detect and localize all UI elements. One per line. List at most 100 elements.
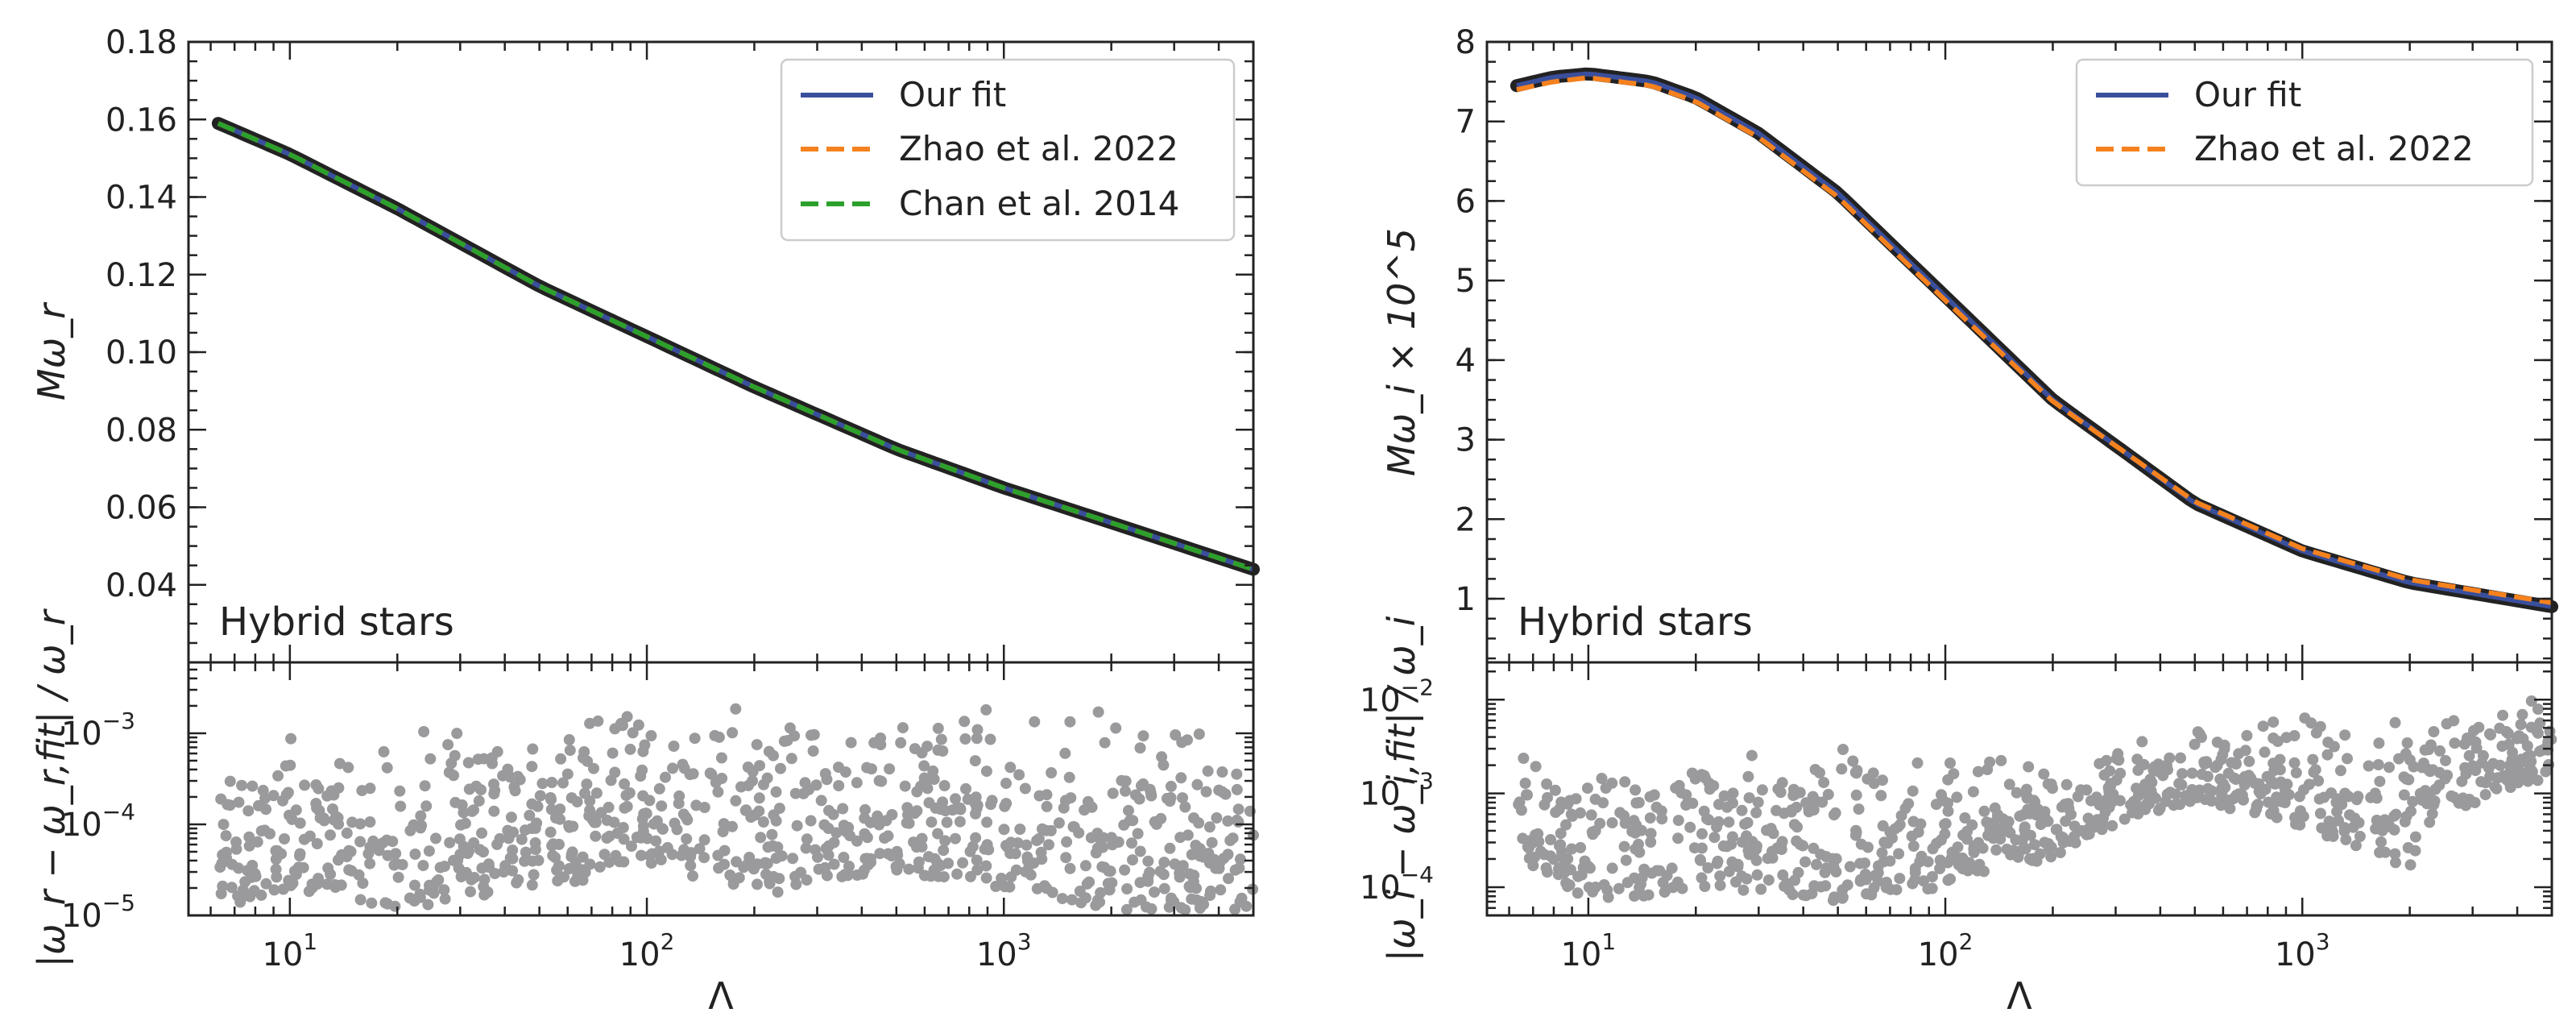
right-bottom-ylabel: |ω_i − ω_i,fit| / ω_i	[1380, 616, 1424, 961]
residual-point	[2281, 778, 2293, 791]
residual-point	[1555, 828, 1567, 840]
residual-point	[784, 722, 796, 734]
residual-point	[927, 765, 939, 777]
residual-point	[2456, 775, 2468, 787]
residual-point	[463, 845, 474, 857]
residual-point	[667, 762, 678, 774]
residual-point	[1968, 862, 1980, 874]
residual-point	[2198, 756, 2210, 768]
residual-point	[645, 730, 657, 741]
residual-point	[2238, 794, 2249, 806]
residual-point	[678, 762, 690, 774]
residual-point	[545, 792, 557, 803]
residual-point	[2390, 808, 2402, 820]
residual-point	[1183, 881, 1195, 892]
residual-point	[434, 861, 446, 874]
residual-point	[2473, 721, 2485, 733]
residual-point	[1723, 816, 1735, 828]
residual-point	[1000, 778, 1012, 790]
residual-point	[2318, 791, 2330, 803]
residual-point	[1730, 876, 1741, 888]
residual-point	[364, 841, 376, 853]
residual-point	[1776, 836, 1788, 848]
residual-point	[823, 804, 835, 816]
residual-point	[621, 711, 633, 723]
residual-point	[526, 879, 538, 891]
residual-point	[941, 816, 953, 828]
residual-point	[1885, 883, 1896, 895]
residual-point	[1742, 770, 1754, 782]
residual-point	[1746, 749, 1758, 761]
residual-point	[2103, 801, 2115, 813]
residual-point	[2021, 783, 2032, 795]
residual-point	[797, 787, 810, 799]
residual-point	[899, 780, 911, 792]
residual-point	[277, 795, 288, 807]
residual-point	[528, 869, 540, 881]
residual-point	[2051, 824, 2063, 836]
y-tick-label: 0.06	[106, 490, 177, 527]
residual-point	[2393, 753, 2404, 765]
left-top-yticks: 0.04 0.06 0.08 0.10 0.12 0.14 0.16 0.18	[106, 24, 1253, 664]
residual-point	[329, 879, 341, 890]
residual-point	[694, 843, 706, 855]
residual-point	[2353, 817, 2365, 828]
residual-point	[545, 803, 557, 815]
residual-point	[640, 807, 652, 820]
residual-point	[2333, 815, 2344, 827]
right-bottom-xlabel: Λ	[2007, 974, 2032, 1018]
residual-point	[2314, 807, 2326, 820]
residual-point	[1859, 857, 1870, 869]
residual-point	[656, 800, 668, 812]
residual-point	[1202, 765, 1214, 777]
residual-point	[1563, 795, 1576, 807]
y-tick-exponent: −4	[102, 799, 135, 825]
residual-point	[246, 860, 259, 871]
residual-point	[333, 757, 346, 770]
residual-point	[2288, 757, 2301, 769]
residual-point	[1808, 804, 1820, 815]
right-bottom-panel: 10−410−310−2 101 102 103 Λ |ω_i − ω_i,fit|…	[1360, 616, 2557, 1018]
residual-point	[895, 737, 907, 749]
residual-point	[545, 826, 557, 838]
right-top-curves	[1510, 67, 2558, 613]
residual-point	[284, 759, 296, 771]
residual-point	[1944, 757, 1956, 769]
residual-point	[1714, 870, 1726, 882]
residual-point	[753, 792, 765, 804]
residual-point	[873, 774, 885, 786]
residual-point	[218, 850, 230, 862]
residual-point	[512, 874, 524, 886]
residual-point	[2507, 746, 2519, 758]
residual-point	[1741, 873, 1753, 885]
residual-point	[939, 835, 951, 847]
residual-point	[655, 853, 667, 865]
residual-point	[1853, 803, 1865, 815]
right-bottom-points	[1513, 695, 2557, 907]
residual-point	[2328, 741, 2340, 753]
residual-point	[2428, 726, 2440, 737]
residual-point	[773, 873, 785, 885]
residual-point	[1090, 847, 1102, 859]
residual-point	[1750, 807, 1762, 819]
residual-point	[632, 719, 644, 731]
residual-point	[2101, 754, 2112, 766]
residual-point	[488, 805, 500, 817]
residual-point	[671, 824, 683, 836]
residual-point	[1672, 832, 1684, 844]
residual-point	[890, 861, 902, 873]
residual-point	[1726, 831, 1738, 843]
residual-point	[717, 826, 729, 837]
residual-point	[1223, 873, 1234, 885]
residual-point	[1873, 860, 1884, 872]
residual-point	[1066, 894, 1078, 906]
residual-point	[2307, 753, 2319, 766]
residual-point	[2448, 791, 2460, 803]
residual-point	[2243, 755, 2255, 767]
residual-point	[1170, 729, 1182, 741]
residual-point	[851, 835, 863, 847]
residual-point	[980, 766, 992, 778]
residual-point	[1987, 817, 1999, 829]
residual-point	[1200, 786, 1212, 798]
residual-point	[354, 836, 367, 848]
